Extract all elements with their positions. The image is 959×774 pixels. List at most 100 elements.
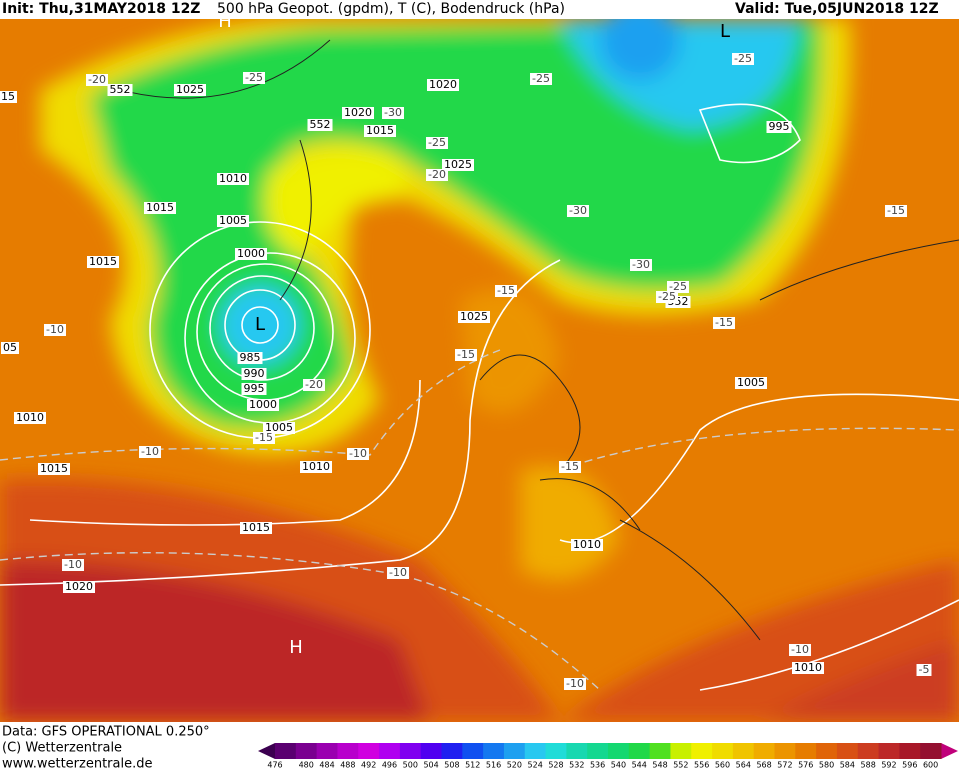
color-bar-label: 584 <box>840 761 855 770</box>
color-bar-label: 524 <box>528 761 543 770</box>
label-box <box>495 285 517 297</box>
color-swatch <box>483 743 505 759</box>
label-box <box>427 79 459 91</box>
color-bar-label: 484 <box>319 761 334 770</box>
color-bar-label: 592 <box>881 761 896 770</box>
label-box <box>237 352 263 364</box>
color-swatch <box>795 743 817 759</box>
label-box <box>426 169 448 181</box>
label-box <box>0 91 17 103</box>
color-swatch <box>420 743 442 759</box>
high-center: H <box>289 637 303 658</box>
label-box <box>241 383 267 395</box>
pressure-label: 1010 <box>573 538 601 551</box>
color-swatch <box>337 743 359 759</box>
color-bar-label: 548 <box>652 761 667 770</box>
pressure-label: 1015 <box>242 521 270 534</box>
pressure-label: 1010 <box>16 411 44 424</box>
high-center: H <box>218 11 232 32</box>
color-bar-label: 476 <box>267 761 282 770</box>
color-swatch <box>587 743 609 759</box>
pressure-label: 995 <box>244 382 265 395</box>
color-swatch <box>816 743 838 759</box>
label-box <box>235 248 267 260</box>
label-box <box>916 664 932 676</box>
pressure-label: 1025 <box>444 158 472 171</box>
color-swatch <box>732 743 755 759</box>
color-bar-label: 552 <box>673 761 688 770</box>
color-swatch <box>566 743 588 759</box>
color-bar-label: 528 <box>548 761 563 770</box>
temperature-label: -15 <box>497 284 515 297</box>
label-box <box>713 317 735 329</box>
color-bar-label: 544 <box>632 761 647 770</box>
label-box <box>571 539 603 551</box>
label-box <box>87 256 119 268</box>
color-bar-label: 504 <box>423 761 438 770</box>
color-swatch <box>608 743 630 759</box>
label-box <box>14 412 46 424</box>
temperature-label: -20 <box>88 73 106 86</box>
color-swatch <box>753 743 775 759</box>
label-box <box>217 215 249 227</box>
color-bar-label: 580 <box>819 761 834 770</box>
temperature-label: -15 <box>561 460 579 473</box>
temperature-label: -30 <box>569 204 587 217</box>
color-bar-label: 500 <box>403 761 418 770</box>
color-bar-label: 568 <box>756 761 771 770</box>
pressure-label: 1005 <box>219 214 247 227</box>
color-bar-label: 532 <box>569 761 584 770</box>
label-box <box>303 379 325 391</box>
pressure-label: 1015 <box>89 255 117 268</box>
label-box <box>342 107 374 119</box>
label-box <box>240 522 272 534</box>
color-swatch <box>857 743 880 759</box>
color-swatch <box>316 743 338 759</box>
pressure-label: 1015 <box>366 124 394 137</box>
label-box <box>559 461 581 473</box>
init-time: Init: Thu,31MAY2018 12Z <box>2 1 200 17</box>
color-bar-label: 520 <box>507 761 522 770</box>
color-swatch <box>670 743 692 759</box>
low-center: L <box>255 314 265 335</box>
color-swatch <box>358 743 380 759</box>
color-bar-label: 556 <box>694 761 709 770</box>
color-bar-high-end <box>941 743 958 759</box>
pressure-label: 1010 <box>302 460 330 473</box>
pressure-label: 1020 <box>344 106 372 119</box>
color-swatch <box>503 743 526 759</box>
pressure-label: 985 <box>240 351 261 364</box>
color-bar-label: 488 <box>340 761 355 770</box>
coastlines <box>119 39 959 641</box>
color-swatch <box>379 743 401 759</box>
label-box <box>307 119 333 131</box>
isotherms <box>0 349 959 691</box>
map-labels: 1025 1020 1020 1015 1010 1015 1005 1000 1015 1025… <box>0 11 932 690</box>
label-box <box>455 349 477 361</box>
pressure-label: 990 <box>244 367 265 380</box>
label-box <box>63 581 95 593</box>
label-box <box>789 644 811 656</box>
color-swatch <box>712 743 734 759</box>
color-swatch <box>878 743 900 759</box>
map-title: 500 hPa Geopot. (gpdm), T (C), Bodendruc… <box>217 1 565 17</box>
label-box <box>243 72 265 84</box>
label-box <box>217 173 249 185</box>
label-box <box>139 446 161 458</box>
label-box <box>241 368 267 380</box>
color-swatch <box>399 743 422 759</box>
temperature-label: -30 <box>384 106 402 119</box>
label-box <box>382 107 404 119</box>
low-center: L <box>720 21 730 42</box>
color-bar-label: 492 <box>361 761 376 770</box>
temperature-label: -30 <box>632 258 650 271</box>
color-bar-label: 480 <box>299 761 314 770</box>
pressure-label: 1020 <box>65 580 93 593</box>
pressure-label: 1000 <box>237 247 265 260</box>
color-bar-label: 516 <box>486 761 501 770</box>
label-box <box>144 202 176 214</box>
temperature-label: -15 <box>715 316 733 329</box>
temperature-label: -15 <box>887 204 905 217</box>
